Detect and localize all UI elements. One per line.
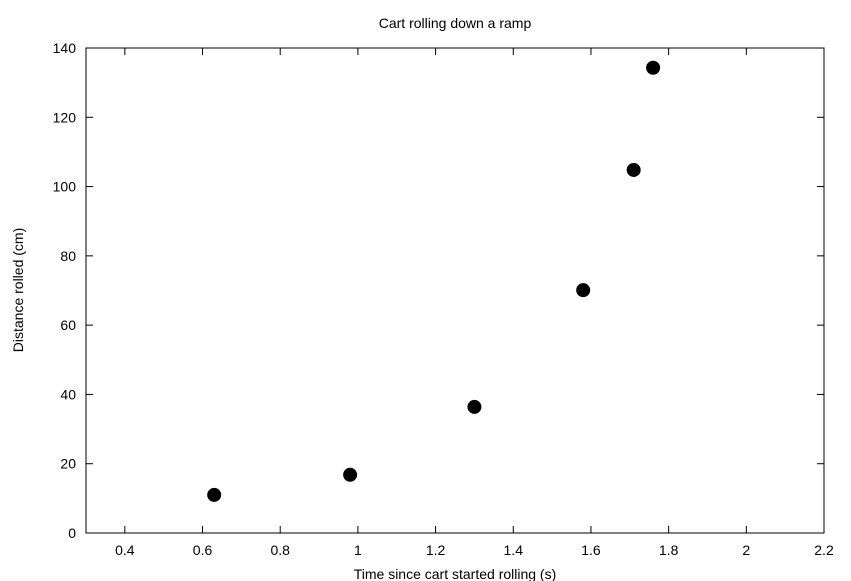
x-tick-label: 1.6 [581, 542, 601, 558]
y-tick-label: 80 [60, 248, 76, 264]
data-point [343, 467, 358, 482]
data-point [467, 399, 482, 414]
x-tick-label: 0.6 [193, 542, 213, 558]
x-tick-label: 1 [354, 542, 362, 558]
x-tick-label: 1.8 [659, 542, 679, 558]
y-tick-label: 60 [60, 317, 76, 333]
data-points [207, 60, 661, 502]
x-tick-label: 1.4 [504, 542, 524, 558]
x-tick-label: 1.2 [426, 542, 446, 558]
chart-title: Cart rolling down a ramp [379, 15, 532, 31]
x-axis-label: Time since cart started rolling (s) [354, 566, 557, 581]
y-axis-ticks: 0 20 40 60 80 100 120 140 [53, 40, 824, 541]
y-tick-label: 140 [53, 40, 77, 56]
y-axis-label: Distance rolled (cm) [10, 228, 26, 352]
x-tick-label: 0.8 [270, 542, 290, 558]
x-tick-label: 2.2 [814, 542, 834, 558]
plot-area-frame [85, 47, 825, 534]
data-point [626, 162, 641, 177]
x-tick-label: 0.4 [115, 542, 135, 558]
y-tick-label: 40 [60, 386, 76, 402]
x-axis-ticks: 0.4 0.6 0.8 1 1.2 1.4 1.6 1.8 2 2.2 [115, 48, 834, 558]
y-tick-label: 20 [60, 456, 76, 472]
y-tick-label: 120 [53, 109, 77, 125]
data-point [207, 487, 222, 502]
data-point [576, 283, 591, 298]
data-point [646, 60, 661, 75]
y-tick-label: 100 [53, 179, 77, 195]
x-tick-label: 2 [742, 542, 750, 558]
y-tick-label: 0 [68, 525, 76, 541]
